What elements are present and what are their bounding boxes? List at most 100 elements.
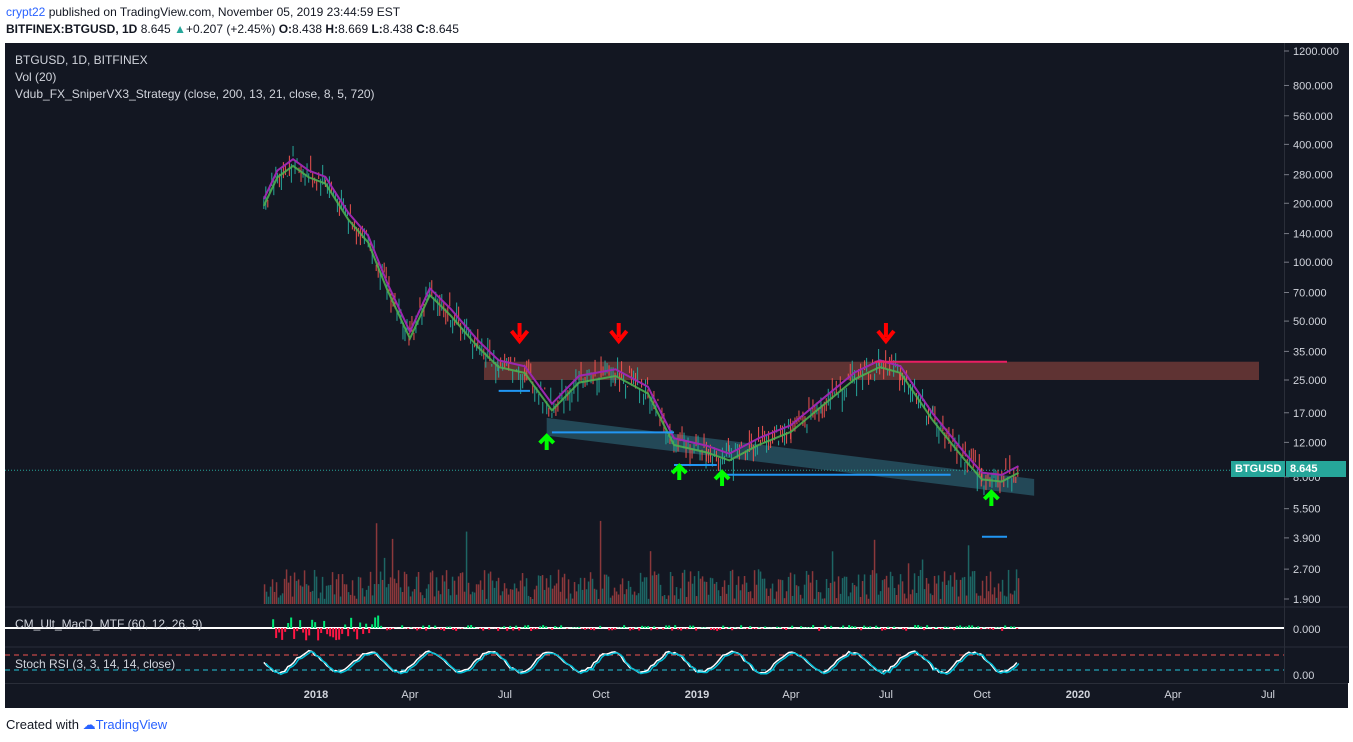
volume-bar <box>287 582 290 604</box>
volume-bar <box>785 591 788 604</box>
macd-bar <box>401 625 404 628</box>
price-axis[interactable] <box>1284 43 1349 683</box>
high-label: H: <box>325 22 339 36</box>
volume-bar <box>325 585 328 604</box>
last-price: 8.645 <box>140 22 171 36</box>
volume-bar <box>711 578 714 604</box>
volume-bar <box>491 580 494 604</box>
volume-bar <box>731 569 734 604</box>
macd-bar <box>311 619 314 628</box>
macd-bar <box>374 617 377 628</box>
price-tick-label: 2.700 <box>1293 564 1321 576</box>
volume-bar <box>735 584 738 604</box>
volume-bar <box>925 578 928 604</box>
volume-bar <box>373 584 376 604</box>
volume-bar <box>579 577 582 604</box>
macd-bar <box>479 628 482 629</box>
macd-bar <box>512 628 515 631</box>
macd-bar <box>425 628 428 631</box>
volume-bar <box>617 594 620 604</box>
volume-bar <box>741 584 744 604</box>
macd-bar <box>308 628 311 636</box>
volume-bar <box>607 576 610 604</box>
volume-bar <box>331 572 334 604</box>
buy-arrow-icon <box>713 469 731 486</box>
macd-bar <box>350 617 353 628</box>
macd-bar <box>326 628 329 635</box>
volume-bar <box>415 576 418 604</box>
macd-bar <box>1016 628 1019 630</box>
volume-bar <box>483 570 486 604</box>
volume-bar <box>835 598 838 604</box>
volume-bar <box>311 590 314 604</box>
macd-bar <box>545 626 548 628</box>
volume-bar <box>411 591 414 604</box>
volume-bar <box>901 581 904 604</box>
macd-bar <box>581 628 584 629</box>
macd-bar <box>749 626 752 628</box>
volume-bar <box>603 574 606 604</box>
volume-bar <box>521 573 524 604</box>
macd-bar <box>440 628 443 630</box>
macd-bar <box>980 628 983 630</box>
macd-bar <box>956 625 959 628</box>
volume-bar <box>377 584 380 604</box>
volume-bar <box>549 575 552 604</box>
macd-bar <box>959 625 962 628</box>
volume-bar <box>807 574 810 604</box>
volume-bar <box>783 598 786 604</box>
macd-bar <box>788 627 791 628</box>
macd-bar <box>446 626 449 628</box>
volume-bar <box>933 575 936 604</box>
macd-bar <box>953 628 956 631</box>
macd-bar <box>557 627 560 628</box>
volume-bar <box>573 582 576 604</box>
tradingview-logo-icon[interactable]: ☁ <box>82 717 96 732</box>
volume-bar <box>425 588 428 604</box>
macd-bar <box>593 628 596 631</box>
tradingview-link[interactable]: TradingView <box>95 717 168 732</box>
sell-arrow-icon <box>609 323 629 345</box>
volume-bar <box>393 578 396 604</box>
volume-bar <box>547 587 550 604</box>
macd-bar <box>389 628 392 630</box>
time-tick-label: 2019 <box>685 689 709 701</box>
volume-bar <box>775 591 778 604</box>
time-axis[interactable] <box>5 683 1348 708</box>
volume-bar <box>779 579 782 604</box>
volume-bar <box>669 571 672 604</box>
volume-bar <box>861 581 864 604</box>
macd-bar <box>686 628 689 630</box>
price-tick-label: 280.000 <box>1293 170 1333 182</box>
volume-bar <box>707 594 710 604</box>
price-tick-label: 5.500 <box>1293 504 1321 516</box>
volume-bar <box>967 545 970 604</box>
volume-bar <box>789 572 792 604</box>
volume-bar <box>891 576 894 604</box>
volume-bar <box>631 594 634 604</box>
low-value: 8.438 <box>382 22 413 36</box>
macd-bar <box>428 625 431 628</box>
volume-bar <box>857 574 860 604</box>
volume-bar <box>639 572 642 604</box>
volume-bar <box>721 586 724 604</box>
volume-bar <box>813 598 816 604</box>
macd-bar <box>914 625 917 628</box>
volume-bar <box>763 578 766 604</box>
macd-bar <box>830 625 833 628</box>
volume-bar <box>283 578 286 604</box>
volume-bar <box>781 580 784 604</box>
macd-bar <box>509 625 512 628</box>
macd-bar <box>974 627 977 628</box>
macd-bar <box>890 628 893 630</box>
volume-bar <box>699 578 702 604</box>
macd-bar <box>842 625 845 628</box>
macd-bar <box>854 626 857 628</box>
volume-bar <box>481 589 484 604</box>
volume-bar <box>841 578 844 604</box>
author-link[interactable]: crypt22 <box>6 5 46 19</box>
macd-bar <box>941 628 944 630</box>
macd-bar <box>1013 626 1016 628</box>
volume-bar <box>823 598 826 604</box>
stoch-d-line <box>265 650 1020 676</box>
